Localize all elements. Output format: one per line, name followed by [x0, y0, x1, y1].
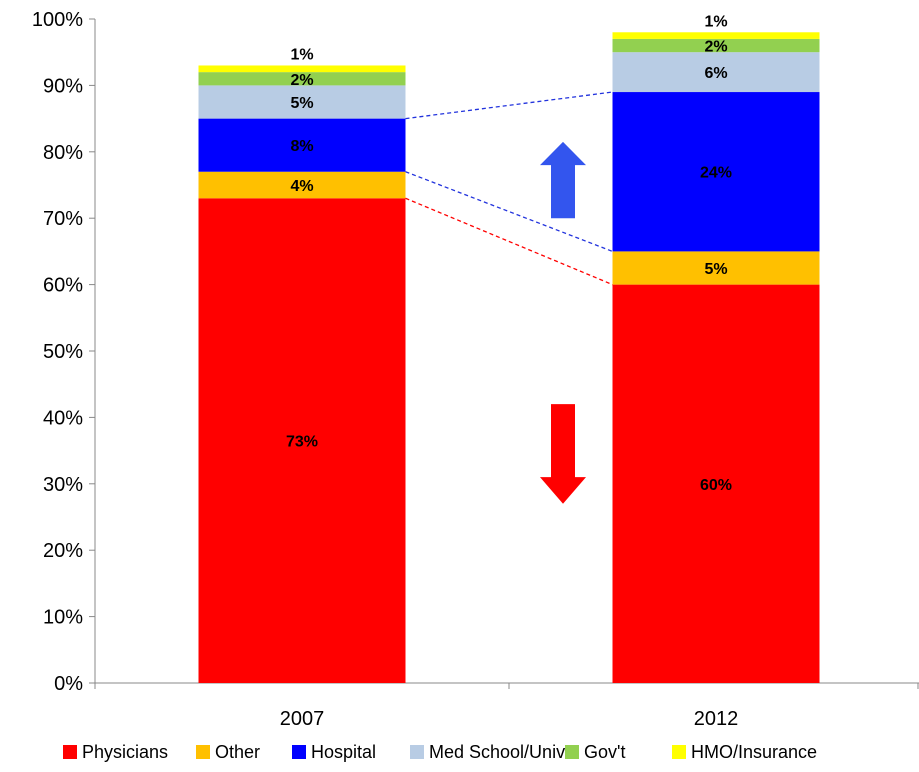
y-tick-label: 90% — [43, 75, 83, 97]
bar-segment — [198, 198, 406, 683]
bar-segment — [198, 65, 406, 73]
connector-line — [405, 171, 613, 253]
data-label: 60% — [700, 477, 732, 494]
bar-segment — [198, 118, 406, 172]
bar-segment — [612, 92, 820, 252]
bar-segment — [198, 85, 406, 119]
bar-segment — [612, 32, 820, 39]
bar-segment — [612, 251, 820, 285]
x-tick-label: 2007 — [280, 708, 325, 730]
data-label: 5% — [704, 261, 727, 278]
legend-label: Med School/Univ. — [429, 742, 569, 762]
x-tick-label: 2012 — [694, 708, 739, 730]
bar-segment — [198, 72, 406, 86]
legend-label: HMO/Insurance — [691, 742, 817, 762]
data-label: 4% — [290, 178, 313, 195]
data-label: 5% — [290, 95, 313, 112]
legend: Physicians Other Hospital Med School/Univ. G… — [63, 742, 817, 762]
legend-label: Other — [215, 742, 260, 762]
legend-swatch — [63, 745, 77, 759]
trend-arrows — [540, 141, 586, 504]
y-tick-label: 40% — [43, 407, 83, 429]
connector-lines — [405, 91, 613, 286]
y-tick-label: 0% — [54, 673, 83, 695]
legend-label: Gov't — [584, 742, 625, 762]
data-label: 2% — [704, 39, 727, 56]
y-tick-label: 70% — [43, 208, 83, 230]
legend-swatch — [565, 745, 579, 759]
data-label: 8% — [290, 138, 313, 155]
y-axis: 0% 10% 20% 30% 40% 50% 60% 70% 80% 90% 100% — [32, 9, 96, 695]
down-arrow-icon — [540, 404, 586, 504]
bar-segment — [198, 171, 406, 199]
legend-swatch — [410, 745, 424, 759]
data-label: 1% — [704, 13, 727, 30]
data-label: 24% — [700, 165, 732, 182]
connector-line — [405, 197, 613, 286]
y-tick-label: 10% — [43, 607, 83, 629]
legend-label: Physicians — [82, 742, 168, 762]
x-axis: 2007 2012 — [94, 682, 919, 730]
y-tick-label: 60% — [43, 275, 83, 297]
bars: 73% 4% 8% 5% 2% 1% 60% 5% 24% 6% 2% 1% — [198, 13, 820, 683]
y-tick-label: 20% — [43, 540, 83, 562]
data-label: 73% — [286, 434, 318, 451]
bar-segment — [612, 38, 820, 53]
data-label: 6% — [704, 65, 727, 82]
bar-segment — [612, 52, 820, 93]
data-label: 1% — [290, 46, 313, 63]
legend-swatch — [196, 745, 210, 759]
y-tick-label: 100% — [32, 9, 83, 31]
legend-swatch — [672, 745, 686, 759]
legend-label: Hospital — [311, 742, 376, 762]
y-tick-label: 30% — [43, 474, 83, 496]
bar-segment — [612, 284, 820, 683]
y-tick-label: 50% — [43, 341, 83, 363]
legend-swatch — [292, 745, 306, 759]
data-label: 2% — [290, 72, 313, 89]
up-arrow-icon — [540, 141, 586, 219]
y-tick-label: 80% — [43, 142, 83, 164]
connector-line — [405, 91, 613, 120]
